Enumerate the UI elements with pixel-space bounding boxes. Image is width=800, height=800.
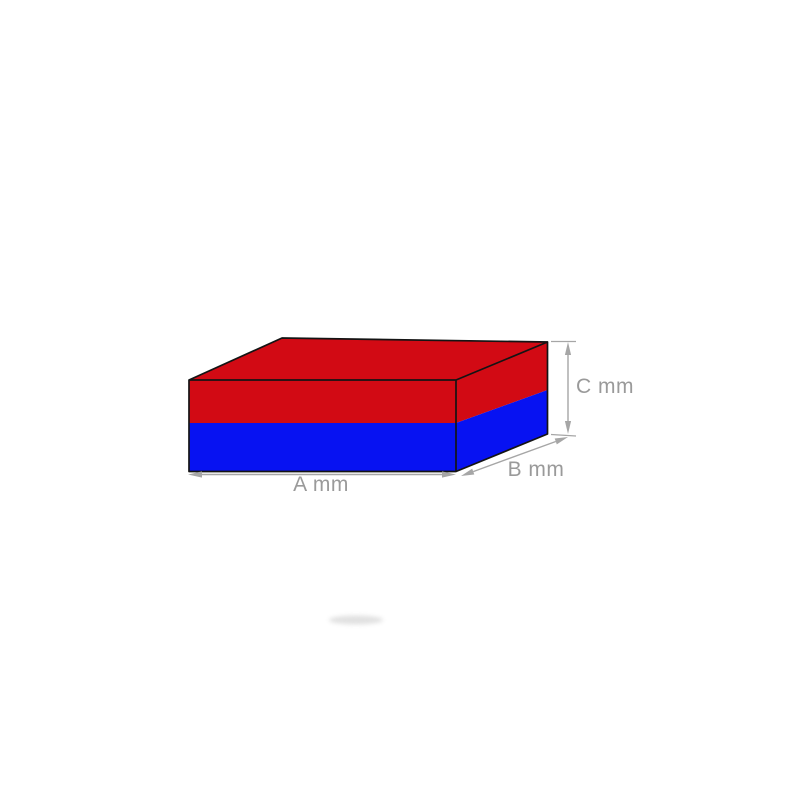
magnet-side-face-north (456, 342, 548, 423)
magnet-edge-outlines (188, 337, 549, 473)
dimension-width: A mm (188, 471, 456, 496)
dim-a-arrowhead-right (442, 471, 456, 478)
magnet-top-face (189, 338, 548, 380)
dimension-depth: B mm (461, 437, 568, 481)
shadow-artifact (329, 615, 383, 625)
dim-c-label: C mm (576, 375, 634, 398)
magnet-side-face-south (456, 390, 548, 472)
dimension-height: C mm (550, 340, 634, 437)
dim-c-arrowhead-top (564, 342, 572, 355)
dim-a-label: A mm (293, 473, 349, 496)
dim-b-arrowhead-back (554, 437, 568, 445)
dim-a-arrowhead-left (188, 471, 202, 478)
magnet-front-face-north (189, 380, 456, 423)
dim-c-extension-bottom (550, 433, 577, 437)
dim-c-arrowhead-bottom (564, 421, 572, 434)
magnet-body (188, 337, 549, 473)
dim-b-arrowhead-front (461, 468, 475, 476)
dim-b-line (472, 440, 557, 473)
magnet-front-face-south (189, 423, 456, 472)
dim-b-label: B mm (508, 458, 565, 481)
